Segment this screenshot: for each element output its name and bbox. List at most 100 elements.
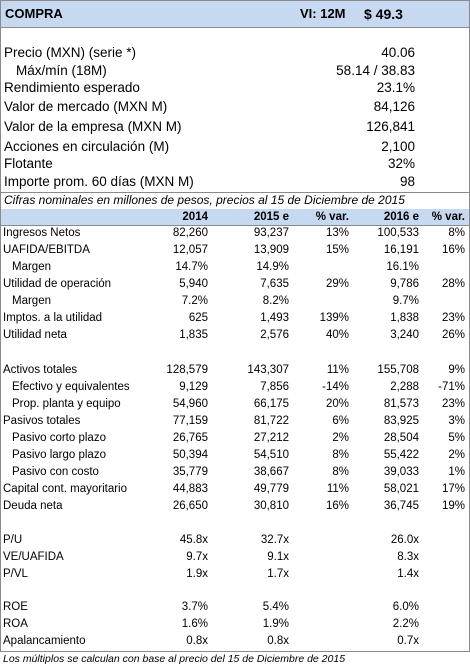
cell: 28,504 xyxy=(383,432,419,444)
cell: 2,576 xyxy=(260,329,289,341)
row-label: Margen xyxy=(12,295,51,307)
cell: 13% xyxy=(325,227,349,239)
cell: 83,925 xyxy=(383,415,419,427)
cell: 40% xyxy=(325,329,349,341)
cell: -14% xyxy=(322,381,349,393)
cell: 0.8x xyxy=(267,635,289,647)
summary-value: 58.14 / 38.83 xyxy=(336,63,415,78)
summary-value: 2,100 xyxy=(381,139,415,154)
cell: 26,765 xyxy=(172,432,208,444)
cell: 81,573 xyxy=(383,398,419,410)
cell: 1.7x xyxy=(267,568,289,580)
cell: 82,260 xyxy=(172,227,208,239)
cell: 19% xyxy=(441,500,465,512)
cell: 8.3x xyxy=(397,551,419,563)
cell: 15% xyxy=(325,244,349,256)
cell: 1,835 xyxy=(179,329,208,341)
row-label: Utilidad de operación xyxy=(3,278,112,290)
cell: 100,533 xyxy=(377,227,419,239)
cell: 8% xyxy=(332,449,349,461)
row-label: Pasivos totales xyxy=(3,415,81,427)
row-label: Pasivo largo plazo xyxy=(12,449,106,461)
column-header: % var. xyxy=(315,211,349,223)
cell: 58,021 xyxy=(383,483,419,495)
summary-value: 40.06 xyxy=(381,45,415,60)
cell: 16,191 xyxy=(383,244,419,256)
cell: 23% xyxy=(441,312,465,324)
cell: 3% xyxy=(448,415,465,427)
column-header: 2016 e xyxy=(383,211,419,223)
cell: 6.0% xyxy=(392,601,419,613)
cell: 9% xyxy=(448,364,465,376)
cell: 17% xyxy=(441,483,465,495)
summary-label: Valor de mercado (MXN M) xyxy=(4,99,168,114)
cell: 54,960 xyxy=(172,398,208,410)
row-label: Activos totales xyxy=(3,364,78,376)
cell: 20% xyxy=(325,398,349,410)
cell: 7,856 xyxy=(260,381,289,393)
cell: 81,722 xyxy=(253,415,289,427)
cell: 49,779 xyxy=(253,483,289,495)
cell: 93,237 xyxy=(253,227,289,239)
rating: COMPRA xyxy=(5,6,63,21)
cell: 0.8x xyxy=(186,635,208,647)
cell: 0.7x xyxy=(397,635,419,647)
cell: -71% xyxy=(438,381,465,393)
cell: 23% xyxy=(441,398,465,410)
cell: 2.2% xyxy=(392,618,419,630)
row-label: Apalancamiento xyxy=(3,635,86,647)
summary-label: Flotante xyxy=(4,156,53,171)
row-label: Prop. planta y equipo xyxy=(12,398,121,410)
cell: 26% xyxy=(441,329,465,341)
cell: 3.7% xyxy=(181,601,208,613)
cell: 29% xyxy=(325,278,349,290)
cell: 1.4x xyxy=(397,568,419,580)
rule xyxy=(0,651,470,652)
cell: 55,422 xyxy=(383,449,419,461)
cell: 8% xyxy=(448,227,465,239)
summary-label: Máx/mín (18M) xyxy=(16,63,107,78)
cell: 9,129 xyxy=(179,381,208,393)
row-label: UAFIDA/EBITDA xyxy=(3,244,90,256)
cell: 13,909 xyxy=(253,244,289,256)
header-band xyxy=(1,1,469,27)
cell: 26.0x xyxy=(390,534,419,546)
cell: 2,288 xyxy=(390,381,419,393)
cell: 28% xyxy=(441,278,465,290)
column-header: 2014 xyxy=(182,211,208,223)
cell: 7.2% xyxy=(181,295,208,307)
row-label: Margen xyxy=(12,261,51,273)
row-label: Deuda neta xyxy=(3,500,63,512)
summary-label: Valor de la empresa (MXN M) xyxy=(4,119,182,134)
cell: 39,033 xyxy=(383,466,419,478)
cell: 9,786 xyxy=(390,278,419,290)
column-header: % var. xyxy=(431,211,465,223)
cell: 44,883 xyxy=(172,483,208,495)
cell: 2% xyxy=(332,432,349,444)
cell: 7,635 xyxy=(260,278,289,290)
cell: 12,057 xyxy=(172,244,208,256)
cell: 27,212 xyxy=(253,432,289,444)
cell: 1,838 xyxy=(390,312,419,324)
cell: 1,493 xyxy=(260,312,289,324)
row-label: Pasivo corto plazo xyxy=(12,432,106,444)
cell: 1.9x xyxy=(186,568,208,580)
cell: 50,394 xyxy=(172,449,208,461)
cell: 14.7% xyxy=(175,261,208,273)
cell: 1% xyxy=(448,466,465,478)
summary-label: Rendimiento esperado xyxy=(4,80,140,95)
footnote: Los múltiplos se calculan con base al pr… xyxy=(3,653,346,665)
target: VI: 12M xyxy=(300,6,346,21)
summary-value: 126,841 xyxy=(366,119,415,134)
row-label: Capital cont. mayoritario xyxy=(3,483,127,495)
summary-label: Precio (MXN) (serie *) xyxy=(4,45,137,60)
row-label: P/VL xyxy=(3,568,28,580)
row-label: Pasivo con costo xyxy=(12,466,99,478)
row-label: VE/UAFIDA xyxy=(3,551,64,563)
row-label: ROE xyxy=(3,601,28,613)
row-label: Utilidad neta xyxy=(3,329,67,341)
cell: 9.7x xyxy=(186,551,208,563)
row-label: Ingresos Netos xyxy=(3,227,81,239)
cell: 54,510 xyxy=(253,449,289,461)
